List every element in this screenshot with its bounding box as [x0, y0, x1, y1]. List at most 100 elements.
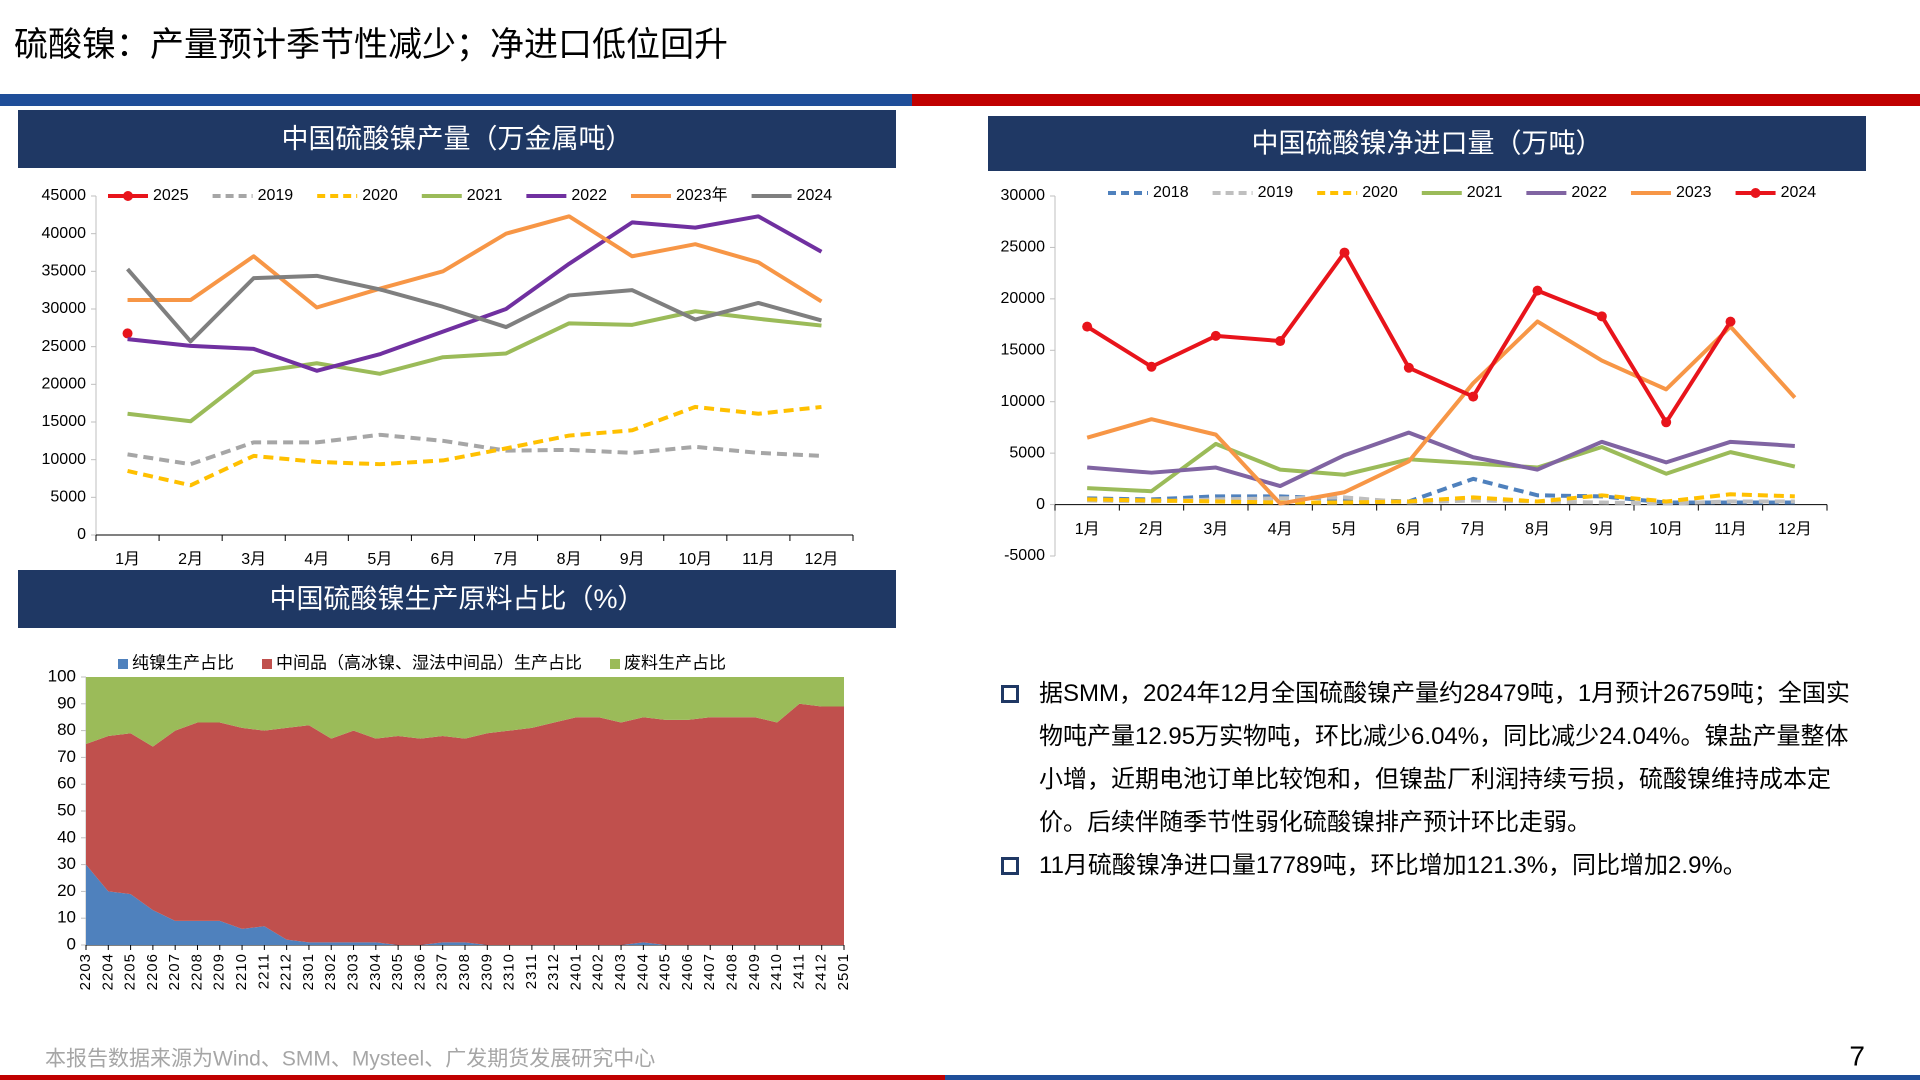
bottom-bar-red — [0, 1075, 945, 1080]
x-tick-label: 12月 — [805, 551, 839, 568]
series-marker — [1403, 362, 1414, 373]
y-tick-label: 25000 — [1001, 239, 1046, 256]
series-marker — [1082, 321, 1093, 332]
bullet-text: 11月硫酸镍净进口量17789吨，环比增加121.3%，同比增加2.9%。 — [1039, 852, 1747, 879]
series-marker — [1725, 316, 1736, 327]
x-tick-label: 11月 — [742, 551, 775, 568]
legend-label: 2024 — [1781, 184, 1817, 201]
series-line — [127, 404, 822, 488]
chart-header — [18, 570, 896, 628]
series-line — [127, 214, 823, 373]
bullet-icon — [1001, 685, 1019, 703]
x-tick-label: 2307 — [434, 953, 451, 990]
x-tick-label: 2212 — [278, 953, 295, 990]
x-tick-label: 2207 — [166, 953, 183, 990]
x-tick-label: 3月 — [241, 551, 266, 568]
area-segment — [86, 703, 844, 945]
y-tick-label: 25000 — [42, 338, 87, 355]
series-line — [126, 267, 822, 344]
y-tick-label: 60 — [57, 774, 76, 793]
y-tick-label: 30 — [57, 854, 76, 873]
x-tick-label: 12月 — [1778, 521, 1812, 538]
x-tick-label: 1月 — [1075, 521, 1100, 538]
x-tick-label: 2403 — [612, 953, 629, 990]
x-tick-label: 2205 — [122, 953, 139, 990]
x-tick-label: 2209 — [211, 953, 228, 990]
x-tick-label: 7月 — [494, 551, 519, 568]
series-marker — [1275, 336, 1286, 347]
x-tick-label: 2409 — [746, 953, 763, 990]
x-tick-label: 2304 — [367, 953, 384, 990]
page-number: 7 — [1849, 1040, 1865, 1071]
x-tick-label: 2月 — [178, 551, 203, 568]
y-tick-label: 10000 — [1001, 393, 1046, 410]
y-tick-label: 15000 — [42, 413, 87, 430]
x-tick-label: 9月 — [620, 551, 645, 568]
x-tick-label: 2312 — [545, 953, 562, 990]
legend-label: 2020 — [362, 187, 398, 204]
x-tick-label: 2302 — [322, 953, 339, 990]
legend-label: 2019 — [1258, 184, 1294, 201]
series-line — [1086, 250, 1733, 425]
x-tick-label: 2309 — [478, 953, 495, 990]
x-tick-label: 4月 — [304, 551, 329, 568]
legend-marker — [1750, 188, 1761, 198]
legend-swatch — [610, 659, 620, 669]
x-tick-label: 2206 — [144, 953, 161, 990]
legend-label: 2020 — [1362, 184, 1398, 201]
x-tick-label: 2412 — [813, 953, 830, 990]
series-marker — [1210, 330, 1221, 341]
legend-label: 2023 — [1676, 184, 1712, 201]
y-tick-label: 10 — [57, 908, 76, 927]
bullet-icon — [1001, 857, 1019, 875]
bullet: 据SMM，2024年12月全国硫酸镍产量约28479吨，1月预计26759吨；全… — [1001, 672, 1861, 844]
legend-label: 2021 — [467, 187, 503, 204]
x-tick-label: 8月 — [1525, 521, 1550, 538]
y-tick-label: 35000 — [42, 263, 87, 280]
x-tick-label: 2月 — [1139, 521, 1164, 538]
y-tick-label: 10000 — [42, 451, 87, 468]
x-tick-label: 8月 — [557, 551, 582, 568]
legend-label: 2021 — [1467, 184, 1503, 201]
x-tick-label: 5月 — [1332, 521, 1357, 538]
x-tick-label: 2404 — [634, 953, 651, 990]
x-tick-label: 2306 — [411, 953, 428, 990]
y-tick-label: 40000 — [42, 225, 87, 242]
legend-label: 2023年 — [676, 186, 728, 204]
series-line — [1087, 476, 1795, 505]
legend-label: 纯镍生产占比 — [132, 653, 234, 672]
series-marker — [1532, 285, 1543, 296]
series-line — [1087, 430, 1795, 489]
x-tick-label: 2203 — [77, 953, 94, 990]
series-marker — [122, 328, 133, 339]
y-tick-label: 45000 — [42, 187, 87, 204]
x-tick-label: 2408 — [723, 953, 740, 990]
legend-swatch — [118, 659, 128, 669]
y-tick-label: 100 — [48, 666, 76, 685]
x-tick-label: 2210 — [233, 953, 250, 990]
series-marker — [1146, 361, 1157, 372]
top-bar-red — [912, 94, 1920, 106]
y-tick-label: 15000 — [1001, 342, 1046, 359]
slide-title: 硫酸镍：产量预计季节性减少；净进口低位回升 — [14, 26, 728, 64]
legend-label: 2025 — [153, 187, 189, 204]
series-line — [1087, 441, 1796, 494]
chart-title: 中国硫酸镍生产原料占比（%） — [269, 584, 644, 614]
y-tick-label: 20 — [57, 881, 76, 900]
x-tick-label: 2204 — [99, 953, 116, 990]
series-marker — [1339, 247, 1350, 258]
series-line — [127, 214, 823, 310]
x-tick-label: 2406 — [679, 953, 696, 990]
bottom-bar-blue — [945, 1075, 1920, 1080]
x-tick-label: 2405 — [657, 953, 674, 990]
y-tick-label: 20000 — [1001, 290, 1046, 307]
x-tick-label: 5月 — [367, 551, 392, 568]
x-tick-label: 4月 — [1268, 521, 1293, 538]
chart-header — [18, 110, 896, 168]
x-tick-label: 10月 — [1649, 521, 1683, 538]
x-tick-label: 2301 — [300, 953, 317, 990]
x-tick-label: 7月 — [1461, 521, 1486, 538]
x-tick-label: 9月 — [1589, 521, 1614, 538]
y-tick-label: 0 — [77, 526, 86, 543]
